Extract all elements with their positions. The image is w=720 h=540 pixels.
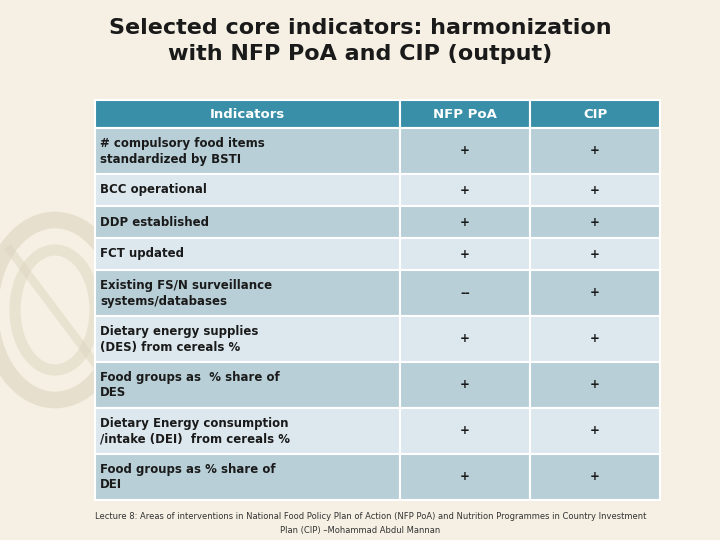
Bar [400, 408, 530, 454]
Text: Selected core indicators: harmonization: Selected core indicators: harmonization [109, 18, 611, 38]
Text: +: + [590, 247, 600, 260]
Bar [95, 454, 400, 500]
Bar [530, 408, 660, 454]
Text: +: + [590, 184, 600, 197]
Text: Food groups as  % share of
DES: Food groups as % share of DES [100, 370, 280, 400]
Text: Plan (CIP) –Mohammad Abdul Mannan: Plan (CIP) –Mohammad Abdul Mannan [280, 526, 440, 535]
Bar [530, 316, 660, 362]
Text: # compulsory food items
standardized by BSTI: # compulsory food items standardized by … [100, 137, 265, 165]
Text: --: -- [460, 287, 470, 300]
Text: +: + [460, 333, 470, 346]
Bar [400, 270, 530, 316]
Text: +: + [590, 145, 600, 158]
Text: Dietary Energy consumption
/intake (DEI)  from cereals %: Dietary Energy consumption /intake (DEI)… [100, 416, 290, 446]
Bar [530, 128, 660, 174]
Text: NFP PoA: NFP PoA [433, 107, 497, 120]
Text: Dietary energy supplies
(DES) from cereals %: Dietary energy supplies (DES) from cerea… [100, 325, 258, 354]
Bar [95, 316, 400, 362]
Text: +: + [460, 379, 470, 392]
Text: BCC operational: BCC operational [100, 184, 207, 197]
Bar [95, 100, 400, 128]
Bar [530, 454, 660, 500]
Bar [95, 362, 400, 408]
Text: +: + [460, 424, 470, 437]
Text: +: + [590, 379, 600, 392]
Bar [95, 206, 400, 238]
Bar [400, 128, 530, 174]
Text: CIP: CIP [583, 107, 607, 120]
Text: +: + [460, 470, 470, 483]
Text: +: + [460, 184, 470, 197]
Text: with NFP PoA and CIP (output): with NFP PoA and CIP (output) [168, 44, 552, 64]
Text: +: + [590, 424, 600, 437]
Text: FCT updated: FCT updated [100, 247, 184, 260]
Text: +: + [590, 470, 600, 483]
Bar [530, 100, 660, 128]
Bar [400, 174, 530, 206]
Bar [400, 100, 530, 128]
Bar [530, 238, 660, 270]
Bar [400, 362, 530, 408]
Text: Food groups as % share of
DEI: Food groups as % share of DEI [100, 462, 276, 491]
Text: +: + [460, 247, 470, 260]
Bar [95, 128, 400, 174]
Bar [400, 454, 530, 500]
Bar [530, 206, 660, 238]
Text: DDP established: DDP established [100, 215, 209, 228]
Text: +: + [590, 333, 600, 346]
Bar [530, 270, 660, 316]
Bar [95, 174, 400, 206]
Bar [400, 238, 530, 270]
Text: Lecture 8: Areas of interventions in National Food Policy Plan of Action (NFP Po: Lecture 8: Areas of interventions in Nat… [95, 512, 647, 521]
Bar [95, 238, 400, 270]
Bar [530, 174, 660, 206]
Bar [95, 270, 400, 316]
Text: +: + [590, 287, 600, 300]
Bar [95, 408, 400, 454]
Bar [530, 362, 660, 408]
Bar [400, 316, 530, 362]
Bar [400, 206, 530, 238]
Text: Existing FS/N surveillance
systems/databases: Existing FS/N surveillance systems/datab… [100, 279, 272, 307]
Text: +: + [460, 215, 470, 228]
Text: +: + [590, 215, 600, 228]
Text: +: + [460, 145, 470, 158]
Text: Indicators: Indicators [210, 107, 285, 120]
